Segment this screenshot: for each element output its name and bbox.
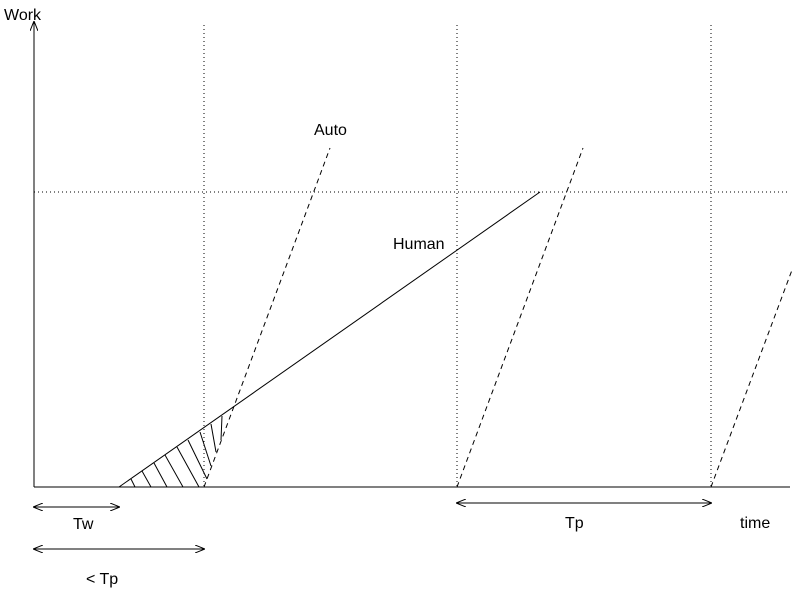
human-label: Human — [393, 236, 445, 253]
auto-line-3 — [710, 269, 792, 488]
hatch-line — [210, 423, 217, 453]
lt-tp-label: < Tp — [86, 571, 118, 588]
hatch-line — [187, 439, 208, 480]
human-line — [118, 191, 541, 488]
hatch-line — [153, 462, 168, 488]
auto-label: Auto — [314, 122, 347, 139]
hatch-line — [220, 415, 223, 441]
auto-line-2 — [456, 147, 584, 488]
hatch-line — [141, 470, 152, 488]
auto-line-1 — [203, 147, 331, 488]
tw-label: Tw — [73, 516, 94, 533]
hatch-line — [199, 431, 212, 467]
hatch-line — [164, 454, 184, 488]
tp-label: Tp — [565, 515, 584, 532]
x-axis-label: time — [740, 515, 770, 532]
hatched-region — [130, 415, 223, 488]
hatch-line — [176, 446, 200, 488]
y-axis-label: Work — [4, 7, 42, 24]
hatch-line — [130, 478, 136, 488]
